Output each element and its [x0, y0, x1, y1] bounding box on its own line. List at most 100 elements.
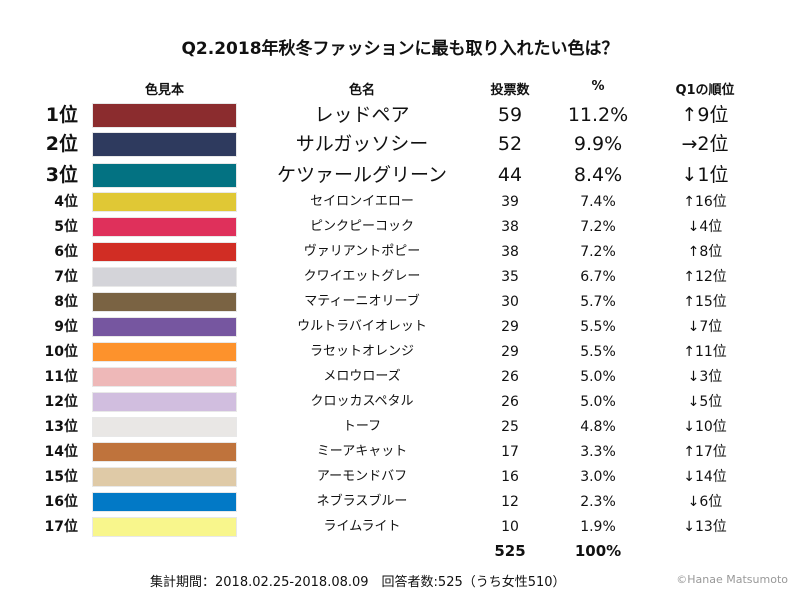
table-row: 8位 マティーニオリーブ 30 5.7% ↑15位: [0, 290, 800, 314]
color-swatch: [92, 492, 237, 512]
vote-count: 17: [501, 444, 519, 460]
color-name: メロウローズ: [323, 369, 401, 384]
vote-count: 26: [501, 394, 519, 410]
q1-rank: ↑9位: [681, 104, 729, 126]
color-swatch: [92, 517, 237, 537]
q1-rank: ↓1位: [681, 164, 729, 186]
color-swatch: [92, 242, 237, 262]
color-name: クロッカスペタル: [310, 394, 414, 409]
color-name: ウルトラバイオレット: [297, 319, 427, 334]
rank-label: 1位: [45, 104, 78, 126]
color-swatch: [92, 162, 237, 188]
table-row: 16位 ネブラスブルー 12 2.3% ↓6位: [0, 490, 800, 514]
table-row: 11位 メロウローズ 26 5.0% ↓3位: [0, 365, 800, 389]
color-name: ミーアキャット: [316, 444, 408, 459]
q1-rank: ↓3位: [687, 369, 723, 385]
rank-label: 7位: [54, 269, 78, 285]
table-row: 10位 ラセットオレンジ 29 5.5% ↑11位: [0, 340, 800, 364]
color-swatch: [92, 131, 237, 157]
rank-label: 8位: [54, 294, 78, 310]
rank-label: 12位: [44, 394, 78, 410]
vote-count: 25: [501, 419, 519, 435]
q1-rank: →2位: [681, 133, 729, 155]
rank-label: 10位: [44, 344, 78, 360]
vote-percent: 3.3%: [580, 444, 616, 460]
vote-count: 29: [501, 319, 519, 335]
rank-label: 6位: [54, 244, 78, 260]
vote-percent: 9.9%: [573, 133, 623, 155]
q1-rank: ↓13位: [683, 519, 727, 535]
vote-percent: 7.4%: [580, 194, 616, 210]
table-row: 2位 サルガッソシー 52 9.9% →2位: [0, 131, 800, 157]
rank-label: 5位: [54, 219, 78, 235]
rank-label: 2位: [45, 133, 78, 155]
table-row: 15位 アーモンドバフ 16 3.0% ↓14位: [0, 465, 800, 489]
color-swatch: [92, 192, 237, 212]
vote-percent: 5.5%: [580, 344, 616, 360]
rank-label: 17位: [44, 519, 78, 535]
q1-rank: ↓10位: [683, 419, 727, 435]
vote-percent: 3.0%: [580, 469, 616, 485]
color-swatch: [92, 292, 237, 312]
table-row: 6位 ヴァリアントポピー 38 7.2% ↑8位: [0, 240, 800, 264]
vote-count: 10: [501, 519, 519, 535]
color-name: ライムライト: [323, 519, 401, 534]
color-swatch: [92, 442, 237, 462]
table-row: 12位 クロッカスペタル 26 5.0% ↓5位: [0, 390, 800, 414]
rank-label: 14位: [44, 444, 78, 460]
q1-rank: ↑15位: [683, 294, 727, 310]
color-swatch: [92, 317, 237, 337]
vote-count: 39: [501, 194, 519, 210]
color-name: アーモンドバフ: [316, 469, 408, 484]
vote-count: 59: [497, 104, 523, 126]
table-row: 4位 セイロンイエロー 39 7.4% ↑16位: [0, 190, 800, 214]
vote-count: 29: [501, 344, 519, 360]
color-name: セイロンイエロー: [310, 194, 414, 209]
q1-rank: ↑12位: [683, 269, 727, 285]
q1-rank: ↑11位: [683, 344, 727, 360]
color-swatch: [92, 367, 237, 387]
header-percent: %: [591, 79, 605, 94]
color-name: ピンクピーコック: [309, 219, 414, 234]
vote-percent: 4.8%: [580, 419, 616, 435]
q1-rank: ↓6位: [687, 494, 723, 510]
color-swatch: [92, 342, 237, 362]
chart-title: Q2.2018年秋冬ファッションに最も取り入れたい色は？: [181, 39, 619, 59]
q1-rank: ↑8位: [687, 244, 723, 260]
q1-rank: ↓14位: [683, 469, 727, 485]
table-row: 13位 トーフ 25 4.8% ↓10位: [0, 415, 800, 439]
vote-count: 52: [497, 133, 523, 155]
total-percent: 100%: [574, 542, 622, 560]
header-q1-rank: Q1の順位: [675, 83, 735, 98]
header-swatch: 色見本: [144, 83, 184, 98]
rank-label: 13位: [44, 419, 78, 435]
rank-label: 3位: [45, 164, 78, 186]
copyright-credit: ©Hanae Matsumoto: [676, 573, 788, 586]
vote-count: 38: [501, 244, 519, 260]
vote-count: 30: [501, 294, 519, 310]
vote-percent: 2.3%: [580, 494, 616, 510]
header-name: 色名: [348, 83, 375, 98]
q1-rank: ↓5位: [687, 394, 723, 410]
color-swatch: [92, 392, 237, 412]
footer-note: 集計期間：2018.02.25-2018.08.09 回答者数:525（うち女性…: [150, 575, 566, 590]
vote-count: 12: [501, 494, 519, 510]
total-votes: 525: [494, 542, 526, 560]
vote-count: 44: [497, 164, 523, 186]
rank-label: 16位: [44, 494, 78, 510]
vote-count: 16: [501, 469, 519, 485]
color-name: ヴァリアントポピー: [303, 244, 421, 259]
vote-percent: 7.2%: [580, 244, 616, 260]
table-row: 9位 ウルトラバイオレット 29 5.5% ↓7位: [0, 315, 800, 339]
color-swatch: [92, 417, 237, 437]
table-row: 14位 ミーアキャット 17 3.3% ↑17位: [0, 440, 800, 464]
table-row: 3位 ケツァールグリーン 44 8.4% ↓1位: [0, 162, 800, 188]
color-name: ネブラスブルー: [316, 494, 408, 509]
vote-count: 26: [501, 369, 519, 385]
color-swatch: [92, 217, 237, 237]
vote-percent: 5.5%: [580, 319, 616, 335]
vote-percent: 1.9%: [580, 519, 616, 535]
rank-label: 4位: [54, 194, 78, 210]
color-name: クワイエットグレー: [303, 269, 421, 284]
vote-percent: 5.0%: [580, 394, 616, 410]
